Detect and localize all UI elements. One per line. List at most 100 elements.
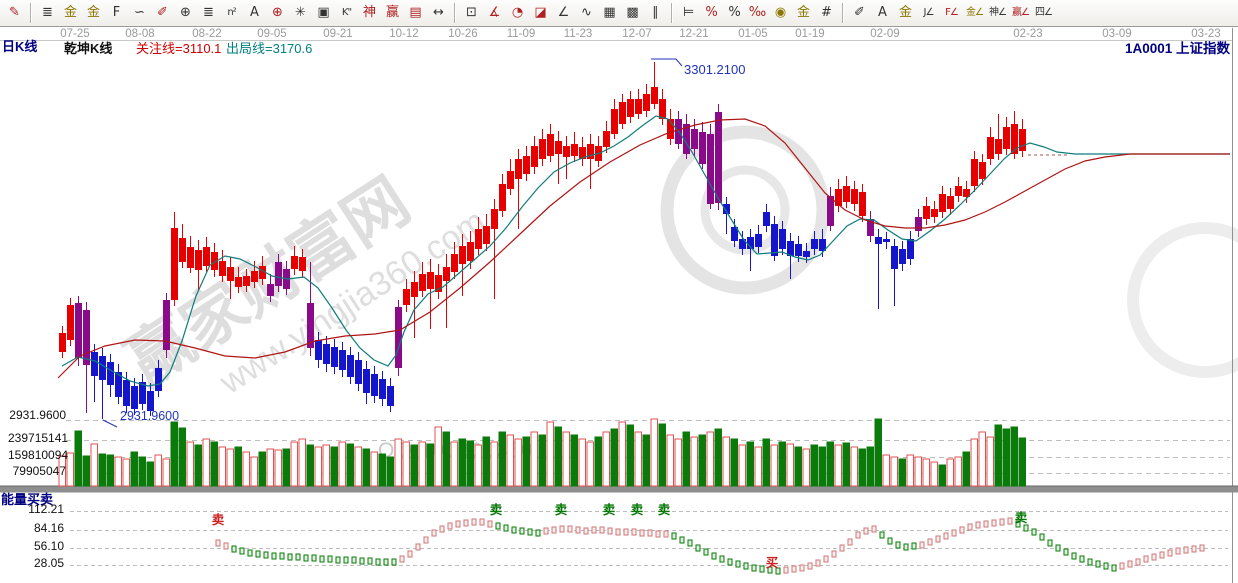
n-squared-tool-icon[interactable]: n² xyxy=(227,7,236,18)
candle-body xyxy=(939,194,946,212)
volume-bar xyxy=(602,431,610,487)
candle-body xyxy=(867,219,874,236)
volume-bar xyxy=(314,446,322,487)
date-tick: 08-08 xyxy=(125,28,154,40)
box-tool-icon[interactable]: ▣ xyxy=(317,5,330,20)
gann-fan-icon[interactable]: ∡ xyxy=(488,5,501,20)
arc-fan-icon[interactable]: ◔ xyxy=(511,5,524,20)
a-measure-icon[interactable]: A xyxy=(250,5,259,20)
energy-marker xyxy=(831,550,837,558)
calendar-grid-icon[interactable]: ▤ xyxy=(409,5,422,20)
gold-ratio-2-icon[interactable]: 金 xyxy=(86,5,100,20)
spiral-tool-icon[interactable]: ∽ xyxy=(134,5,145,20)
date-tick: 02-09 xyxy=(870,28,899,40)
frame-tool-icon[interactable]: ⊡ xyxy=(466,5,477,20)
energy-marker xyxy=(783,566,789,574)
energy-marker xyxy=(1159,551,1165,559)
energy-marker xyxy=(807,562,813,570)
grid-dense-icon[interactable]: ▦ xyxy=(603,5,616,20)
date-tick: 07-25 xyxy=(60,28,89,40)
candle-body xyxy=(819,239,826,251)
energy-marker xyxy=(295,553,301,561)
ying-tool-icon[interactable]: 赢 xyxy=(385,5,399,20)
wave-a-icon[interactable]: A xyxy=(878,5,887,20)
energy-marker xyxy=(871,525,877,533)
wave-tool-icon[interactable]: ∿ xyxy=(581,5,592,20)
grid-fan-icon[interactable]: ◪ xyxy=(534,5,547,20)
candle-body xyxy=(987,137,994,159)
energy-marker xyxy=(1111,564,1117,572)
volume-bar xyxy=(978,431,986,487)
percent-line-icon[interactable]: ‰ xyxy=(748,5,767,20)
gold-level-icon[interactable]: 金 xyxy=(796,5,810,20)
energy-marker xyxy=(967,523,973,531)
gann-target-icon[interactable]: ⊕ xyxy=(272,5,283,20)
grid-lines-icon[interactable]: ≣ xyxy=(42,5,53,20)
fibonacci-tool-icon[interactable]: F xyxy=(112,5,121,20)
si-slope-icon[interactable]: 四∠ xyxy=(1035,7,1053,18)
candle-body xyxy=(771,224,778,256)
candle-body xyxy=(451,254,458,272)
energy-tick-2: 84.16 xyxy=(33,521,64,535)
candle-body xyxy=(707,134,714,204)
energy-marker xyxy=(367,557,373,565)
gold-circle-icon[interactable]: ◉ xyxy=(774,5,787,20)
volume-bar xyxy=(714,428,722,487)
pane-splitter[interactable] xyxy=(0,486,1238,493)
energy-marker xyxy=(303,554,309,562)
energy-marker xyxy=(583,527,589,535)
volume-bar xyxy=(338,441,346,487)
pen-tool-icon[interactable]: ✐ xyxy=(157,5,168,20)
date-tick: 01-19 xyxy=(795,28,824,40)
energy-marker xyxy=(535,529,541,537)
draw-brush-icon[interactable]: ✎ xyxy=(9,5,20,20)
percent-icon[interactable]: % xyxy=(728,5,741,20)
candle-body xyxy=(155,368,162,391)
volume-bar xyxy=(754,446,762,487)
candle-body xyxy=(371,374,378,396)
volume-bar xyxy=(866,446,874,487)
energy-marker xyxy=(975,521,981,529)
split-tool-icon[interactable]: # xyxy=(821,5,832,20)
energy-marker xyxy=(1119,562,1125,570)
volume-bar xyxy=(490,441,498,487)
volume-bar xyxy=(130,451,138,487)
candle-body xyxy=(571,144,578,156)
ying-slope-icon[interactable]: 赢∠ xyxy=(1012,7,1030,18)
j-slope-icon[interactable]: J∠ xyxy=(923,7,935,18)
shen-tool-icon[interactable]: 神 xyxy=(362,5,376,20)
price-scale-icon[interactable]: ⊨ xyxy=(682,5,695,20)
angle-line-icon[interactable]: ∠ xyxy=(557,5,570,20)
candle-body xyxy=(755,234,762,247)
brush-2-icon[interactable]: ✐ xyxy=(854,5,865,20)
date-tick: 03-23 xyxy=(1191,28,1220,40)
f-slope-icon[interactable]: F∠ xyxy=(945,7,959,18)
k-mark-tool-icon[interactable]: K" xyxy=(341,7,352,18)
percent-red-icon[interactable]: % xyxy=(705,5,718,20)
energy-marker xyxy=(1127,560,1133,568)
width-measure-icon[interactable]: ↔ xyxy=(433,5,444,20)
volume-bar xyxy=(234,446,242,487)
volume-bar xyxy=(850,446,858,487)
circle-target-icon[interactable]: ⊕ xyxy=(180,5,191,20)
shen-slope-icon[interactable]: 神∠ xyxy=(989,7,1007,18)
grid-shade-icon[interactable]: ▩ xyxy=(626,5,639,20)
gold-underline-icon[interactable]: 金 xyxy=(898,5,912,20)
energy-marker xyxy=(671,532,677,540)
candle-body xyxy=(531,146,538,167)
gold-slope-icon[interactable]: 金∠ xyxy=(966,7,984,18)
energy-marker xyxy=(1055,544,1061,552)
star-tool-icon[interactable]: ✳ xyxy=(295,5,306,20)
parallel-lines-icon[interactable]: ∥ xyxy=(652,5,659,20)
candle-body xyxy=(419,274,426,291)
candle-body xyxy=(339,350,346,370)
volume-bar xyxy=(266,448,274,487)
energy-marker xyxy=(351,556,357,564)
date-tick: 02-23 xyxy=(1013,28,1042,40)
gold-ratio-1-icon[interactable]: 金 xyxy=(63,5,77,20)
volume-tick-1: 239715141 xyxy=(8,431,69,445)
ruler-grid-icon[interactable]: ≣ xyxy=(203,5,214,20)
candle-body xyxy=(971,159,978,186)
